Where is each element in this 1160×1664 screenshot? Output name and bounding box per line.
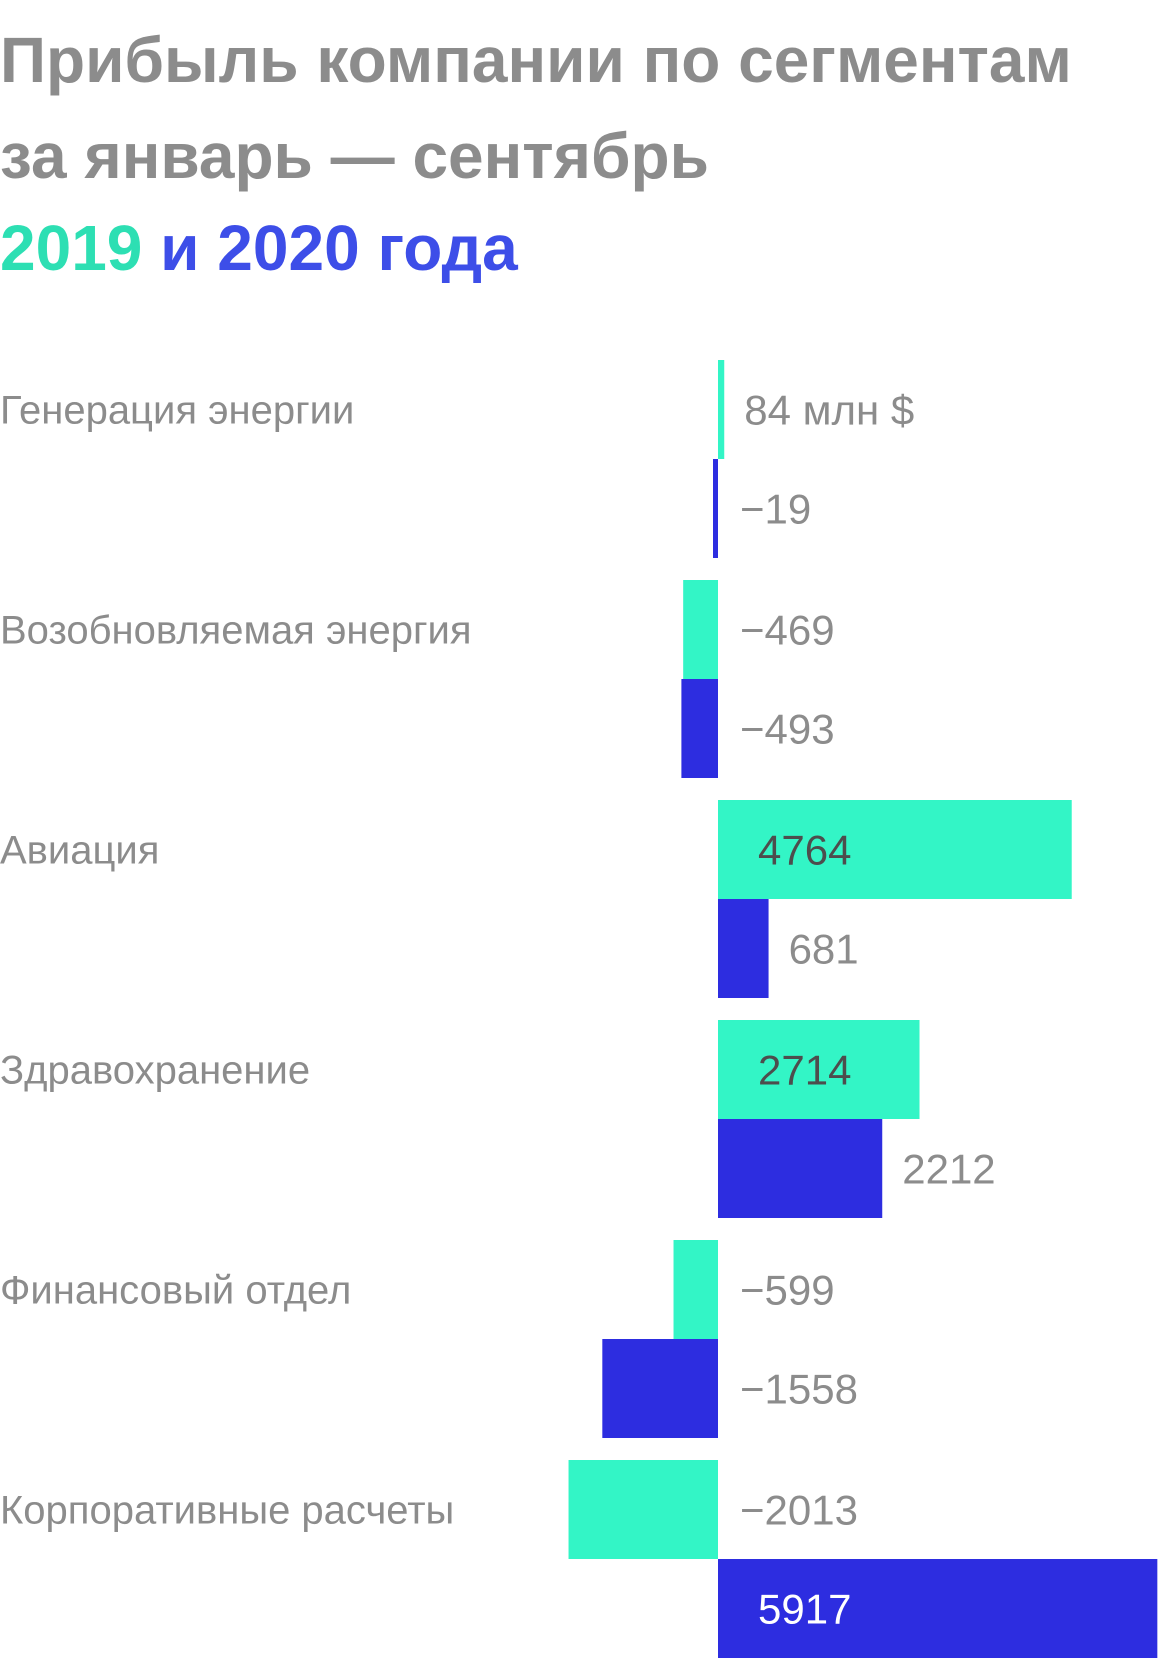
bar-2019 (673, 1240, 718, 1339)
bar-2019 (718, 360, 725, 459)
value-label-2019: −469 (740, 607, 835, 654)
value-label-2019: 2714 (758, 1047, 851, 1094)
bar-2019 (683, 580, 718, 679)
title-line-2: за январь — сентябрь (0, 120, 709, 192)
title-line-1: Прибыль компании по сегментам (0, 24, 1072, 96)
value-label-2020: 5917 (758, 1586, 851, 1633)
value-label-2019: 4764 (758, 827, 851, 874)
bar-2020 (718, 899, 769, 998)
bar-2020 (718, 1559, 1158, 1658)
category-label: Корпоративные расчеты (0, 1489, 454, 1533)
value-label-2019: −2013 (740, 1487, 858, 1534)
category-label: Здравохранение (0, 1049, 310, 1093)
bar-2020 (681, 679, 718, 778)
value-label-2019: −599 (740, 1267, 835, 1314)
legend-2019: 2019 (0, 212, 143, 284)
legend-conjunction: и (142, 212, 218, 284)
chart-subtitle: 2019 и 2020 года (0, 200, 518, 296)
bar-2020 (602, 1339, 718, 1438)
category-label: Генерация энергии (0, 389, 354, 433)
bar-2020 (713, 459, 718, 558)
value-label-2020: −1558 (740, 1366, 858, 1413)
value-label-2020: −19 (740, 486, 811, 533)
category-label: Возобновляемая энергия (0, 609, 472, 653)
value-label-2020: 681 (789, 926, 859, 973)
bar-2019 (568, 1460, 718, 1559)
bar-2020 (718, 1119, 883, 1218)
bar-2019 (718, 1020, 920, 1119)
value-label-2020: −493 (740, 706, 835, 753)
value-label-2019: 84 млн $ (744, 387, 914, 434)
category-label: Авиация (0, 829, 159, 873)
bar-2019 (718, 800, 1072, 899)
legend-2020: 2020 года (217, 212, 518, 284)
chart-title: Прибыль компании по сегментам за январь … (0, 12, 1072, 204)
value-label-2020: 2212 (902, 1146, 995, 1193)
category-label: Финансовый отдел (0, 1269, 351, 1313)
